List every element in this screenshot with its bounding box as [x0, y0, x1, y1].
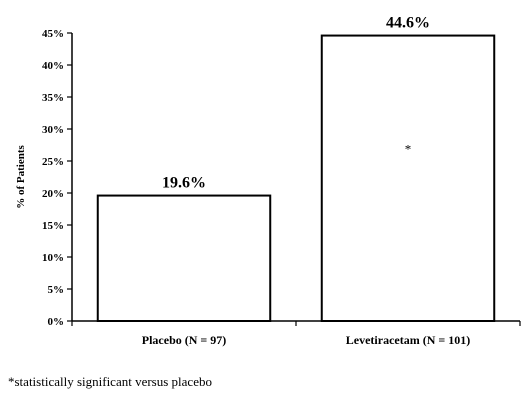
significance-asterisk: * [405, 141, 412, 156]
category-label: Levetiracetam (N = 101) [346, 333, 470, 347]
y-tick-label: 15% [42, 220, 64, 232]
bar [320, 34, 496, 323]
y-tick-label: 45% [42, 28, 64, 40]
y-axis-title: % of Patients [15, 145, 27, 209]
bar [96, 194, 272, 322]
y-tick-label: 5% [48, 284, 65, 296]
category-label: Placebo (N = 97) [142, 333, 227, 347]
x-axis: Placebo (N = 97) Levetiracetam (N = 101) [71, 320, 521, 347]
y-tick-label: 10% [42, 252, 64, 264]
bars [96, 34, 496, 323]
footnote: *statistically significant versus placeb… [8, 374, 212, 389]
y-axis: 0% 5% 10% 15% 20% 25% 30% 35% 40% 45% [42, 28, 73, 328]
y-tick-label: 0% [48, 316, 65, 328]
y-tick-label: 30% [42, 124, 64, 136]
bar-value-label: 19.6% [162, 175, 206, 192]
y-tick-label: 20% [42, 188, 64, 200]
y-tick-label: 25% [42, 156, 64, 168]
y-tick-label: 40% [42, 60, 64, 72]
data-labels: 19.6% 44.6% * [162, 15, 430, 192]
bar-chart: 0% 5% 10% 15% 20% 25% 30% 35% 40% 45% 19.6% 44.6% *… [15, 15, 521, 347]
y-tick-label: 35% [42, 92, 64, 104]
bar-value-label: 44.6% [386, 15, 430, 32]
